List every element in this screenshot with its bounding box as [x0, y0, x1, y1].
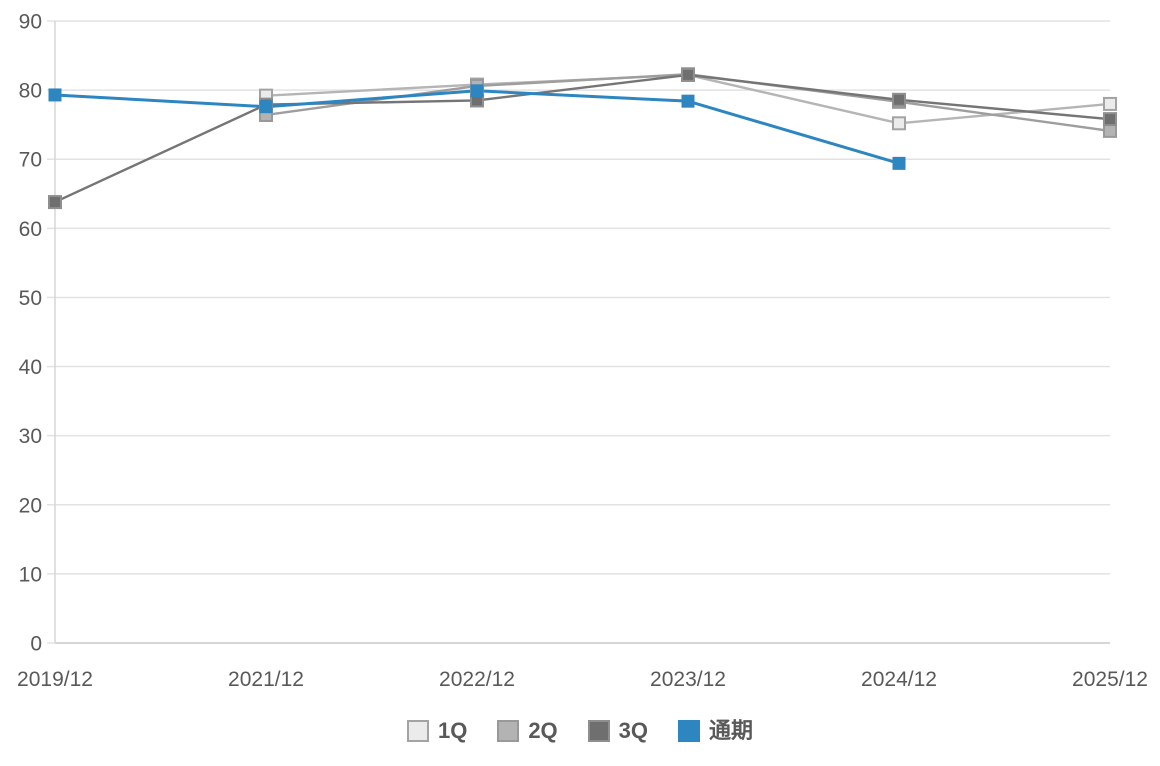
x-tick-label: 2021/12	[228, 668, 304, 691]
data-point-marker-通期[interactable]	[259, 100, 273, 114]
legend-item-1Q[interactable]: 1Q	[406, 718, 468, 743]
y-tick-label: 30	[19, 425, 42, 448]
legend-label-通期: 通期	[709, 718, 754, 743]
legend-item-3Q[interactable]: 3Q	[587, 718, 649, 743]
data-point-marker-3Q[interactable]	[1103, 112, 1117, 127]
x-tick-label: 2025/12	[1072, 668, 1148, 691]
y-tick-label: 60	[19, 218, 42, 241]
data-point-marker-通期[interactable]	[681, 94, 695, 108]
y-tick-label: 80	[19, 80, 42, 103]
legend-swatch-2Q	[497, 720, 520, 742]
legend-item-2Q[interactable]: 2Q	[497, 718, 558, 743]
chart-legend: 1Q 2Q 3Q 通期	[0, 708, 1160, 754]
x-tick-label: 2019/12	[17, 668, 93, 691]
y-tick-label: 90	[19, 11, 42, 34]
x-tick-label: 2024/12	[861, 668, 937, 691]
data-point-marker-通期[interactable]	[892, 156, 906, 170]
data-point-marker-3Q[interactable]	[681, 67, 695, 82]
y-tick-label: 10	[19, 563, 42, 586]
legend-swatch-通期	[678, 720, 701, 742]
legend-swatch-3Q	[587, 720, 610, 742]
data-point-marker-通期[interactable]	[48, 88, 62, 102]
y-tick-label: 70	[19, 149, 42, 172]
y-tick-label: 50	[19, 287, 42, 310]
data-point-marker-3Q[interactable]	[48, 195, 62, 210]
series-line-3Q	[53, 73, 1112, 204]
legend-label-2Q: 2Q	[528, 718, 558, 743]
y-tick-label: 40	[19, 356, 42, 379]
x-tick-label: 2023/12	[650, 668, 726, 691]
data-point-marker-3Q[interactable]	[892, 92, 906, 107]
legend-item-通期[interactable]: 通期	[678, 720, 753, 742]
data-point-marker-1Q[interactable]	[1103, 96, 1117, 111]
x-tick-label: 2022/12	[439, 668, 515, 691]
legend-swatch-1Q	[406, 720, 429, 742]
data-point-marker-1Q[interactable]	[892, 116, 906, 131]
data-point-marker-2Q[interactable]	[1103, 123, 1117, 138]
data-point-marker-通期[interactable]	[470, 84, 484, 98]
legend-label-1Q: 1Q	[437, 718, 468, 743]
y-tick-label: 20	[19, 494, 42, 517]
legend-label-3Q: 3Q	[618, 718, 649, 743]
y-tick-label: 0	[30, 633, 42, 656]
